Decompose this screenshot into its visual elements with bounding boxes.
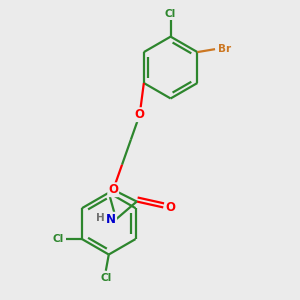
Text: Cl: Cl <box>52 234 64 244</box>
Text: H: H <box>96 213 105 223</box>
Text: O: O <box>166 201 176 214</box>
Text: N: N <box>106 213 116 226</box>
Text: Cl: Cl <box>165 9 176 19</box>
Text: Br: Br <box>218 44 231 54</box>
Text: O: O <box>108 183 118 196</box>
Text: O: O <box>135 108 145 121</box>
Text: Cl: Cl <box>100 273 112 283</box>
